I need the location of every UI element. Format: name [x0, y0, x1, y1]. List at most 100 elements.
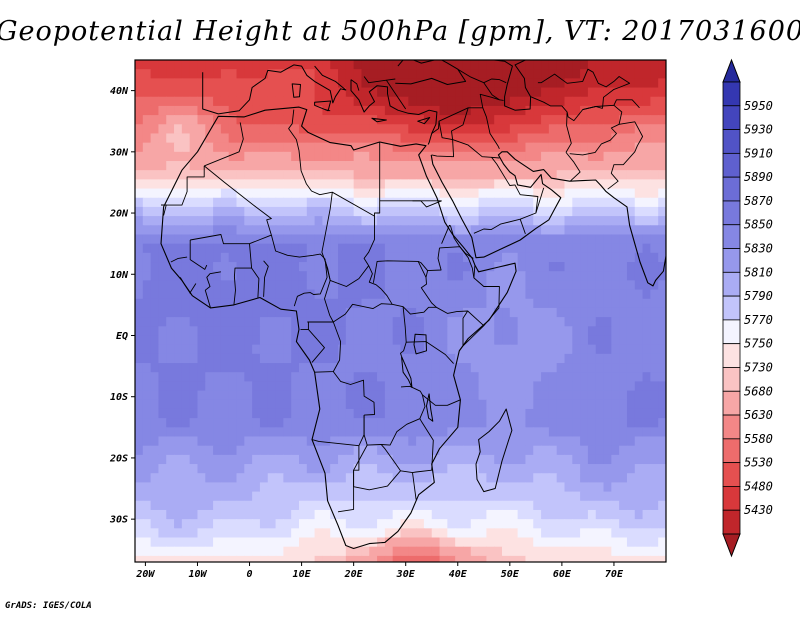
field-cell — [275, 464, 284, 474]
field-cell — [369, 372, 378, 382]
field-cell — [298, 381, 308, 392]
field-cell — [384, 105, 394, 116]
field-cell — [220, 335, 230, 346]
field-cell — [384, 151, 394, 162]
field-cell — [330, 528, 339, 539]
field-cell — [494, 390, 503, 401]
field-cell — [494, 225, 503, 236]
field-cell — [306, 381, 316, 392]
field-cell — [572, 427, 581, 438]
field-cell — [587, 344, 597, 355]
field-cell — [478, 418, 487, 428]
field-cell — [267, 206, 277, 217]
field-cell — [634, 243, 644, 254]
field-cell — [158, 78, 167, 89]
field-cell — [142, 105, 152, 116]
field-cell — [619, 464, 628, 474]
field-cell — [423, 298, 433, 309]
field-cell — [509, 133, 519, 144]
field-cell — [275, 96, 284, 107]
field-cell — [205, 482, 214, 493]
field-cell — [494, 344, 503, 355]
field-cell — [236, 105, 245, 116]
field-cell — [330, 151, 339, 162]
field-cell — [298, 151, 308, 162]
field-cell — [533, 509, 542, 520]
field-cell — [478, 390, 487, 401]
field-cell — [595, 298, 605, 309]
field-cell — [291, 280, 300, 291]
field-cell — [494, 473, 503, 484]
field-cell — [267, 69, 277, 79]
field-cell — [509, 78, 519, 89]
field-cell — [369, 252, 378, 263]
field-cell — [345, 206, 355, 217]
field-cell — [431, 307, 441, 318]
field-cell — [408, 537, 417, 548]
levant-coast — [350, 79, 438, 145]
field-cell — [494, 363, 503, 373]
field-cell — [174, 170, 183, 180]
field-cell — [486, 326, 495, 337]
field-cell — [658, 528, 666, 539]
field-cell — [478, 78, 487, 89]
field-cell — [298, 105, 308, 116]
field-cell — [400, 289, 409, 300]
field-cell — [580, 105, 589, 116]
field-cell — [626, 353, 636, 364]
field-cell — [509, 555, 519, 562]
field-cell — [541, 482, 550, 493]
field-cell — [392, 436, 402, 447]
field-cell — [486, 115, 495, 125]
field-cell — [533, 69, 542, 79]
field-cell — [142, 262, 152, 272]
field-cell — [345, 509, 355, 520]
field-cell — [377, 133, 386, 144]
field-cell — [564, 252, 573, 263]
field-cell — [439, 307, 448, 318]
field-cell — [416, 271, 425, 281]
field-cell — [408, 206, 417, 217]
field-cell — [603, 216, 612, 226]
field-cell — [283, 555, 292, 562]
field-cell — [400, 445, 409, 456]
field-cell — [275, 216, 284, 226]
field-cell — [166, 271, 175, 281]
field-cell — [619, 500, 628, 511]
field-cell — [478, 555, 487, 562]
field-cell — [509, 307, 519, 318]
field-cell — [369, 188, 378, 199]
field-cell — [322, 69, 331, 79]
field-cell — [603, 390, 612, 401]
field-cell — [377, 105, 386, 116]
field-cell — [213, 317, 222, 327]
field-cell — [548, 500, 558, 511]
field-cell — [150, 445, 160, 456]
field-cell — [423, 60, 433, 70]
field-cell — [431, 280, 441, 291]
field-cell — [306, 436, 316, 447]
field-cell — [377, 454, 386, 465]
field-cell — [298, 262, 308, 272]
field-cell — [580, 60, 589, 70]
field-cell — [267, 546, 277, 557]
field-cell — [462, 151, 472, 162]
field-cell — [259, 133, 269, 144]
field-cell — [548, 307, 558, 318]
field-cell — [384, 445, 394, 456]
field-cell — [642, 78, 651, 89]
field-cell — [400, 133, 409, 144]
field-cell — [306, 124, 316, 135]
field-cell — [572, 335, 581, 346]
field-cell — [533, 307, 542, 318]
field-cell — [455, 317, 464, 327]
field-cell — [541, 124, 550, 135]
field-cell — [658, 151, 666, 162]
field-cell — [314, 170, 324, 180]
field-cell — [580, 344, 589, 355]
field-cell — [345, 151, 355, 162]
field-cell — [470, 473, 480, 484]
field-cell — [213, 216, 222, 226]
field-cell — [338, 372, 347, 382]
field-cell — [431, 427, 441, 438]
